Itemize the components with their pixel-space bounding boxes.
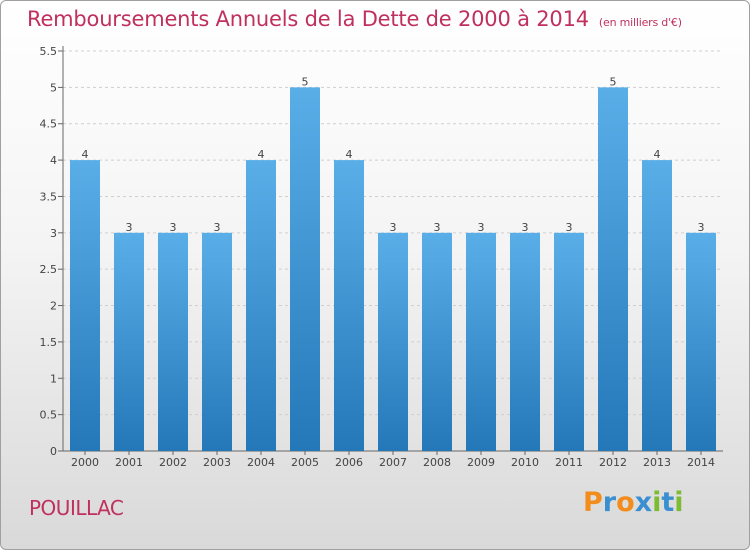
value-labels: 4 3 3 3 4 5 4 3 3 3 3 3 5 4 3 bbox=[82, 75, 705, 233]
bar-2014 bbox=[686, 232, 716, 451]
unit-note: (en milliers d'€) bbox=[598, 16, 682, 29]
value-label-2000: 4 bbox=[82, 148, 89, 161]
value-label-2009: 3 bbox=[478, 221, 485, 234]
bars bbox=[70, 87, 716, 451]
y-tick-label: 2.5 bbox=[40, 263, 58, 276]
value-label-2012: 5 bbox=[610, 75, 617, 88]
x-tick-label-2006: 2006 bbox=[335, 456, 363, 469]
value-label-2013: 4 bbox=[654, 148, 661, 161]
value-label-2005: 5 bbox=[302, 75, 309, 88]
bar-2004 bbox=[246, 160, 276, 451]
y-tick-label: 3 bbox=[50, 227, 57, 240]
bar-2011 bbox=[554, 232, 584, 451]
value-label-2014: 3 bbox=[698, 221, 705, 234]
logo-letter: i bbox=[674, 487, 684, 518]
x-tick-label-2005: 2005 bbox=[291, 456, 319, 469]
bar-2013 bbox=[642, 160, 672, 451]
x-tick-label-2001: 2001 bbox=[115, 456, 143, 469]
value-label-2002: 3 bbox=[170, 221, 177, 234]
logo-letter: P bbox=[583, 487, 603, 518]
value-label-2006: 4 bbox=[346, 148, 353, 161]
bar-2003 bbox=[202, 232, 232, 451]
x-tick-label-2014: 2014 bbox=[687, 456, 715, 469]
value-label-2008: 3 bbox=[434, 221, 441, 234]
logo-letter: t bbox=[661, 487, 675, 518]
bar-2007 bbox=[378, 232, 408, 451]
x-tick-label-2009: 2009 bbox=[467, 456, 495, 469]
y-tick-label: 0 bbox=[50, 445, 57, 458]
x-tick-label-2008: 2008 bbox=[423, 456, 451, 469]
value-label-2004: 4 bbox=[258, 148, 265, 161]
x-tick-label-2004: 2004 bbox=[247, 456, 275, 469]
x-tick-label-2002: 2002 bbox=[159, 456, 187, 469]
value-label-2003: 3 bbox=[214, 221, 221, 234]
x-tick-label-2007: 2007 bbox=[379, 456, 407, 469]
x-tick-labels: 2000 2001 2002 2003 2004 2005 2006 2007 2008 2009… bbox=[71, 456, 715, 469]
y-tick-label: 1.5 bbox=[40, 336, 58, 349]
y-tick-label: 4 bbox=[50, 154, 57, 167]
bar-2012 bbox=[598, 87, 628, 451]
chart-title: Remboursements Annuels de la Dette de 20… bbox=[27, 7, 682, 31]
logo-letter: x bbox=[634, 487, 653, 518]
bar-2009 bbox=[466, 232, 496, 451]
value-label-2011: 3 bbox=[566, 221, 573, 234]
y-tick-label: 5 bbox=[50, 81, 57, 94]
x-tick-label-2003: 2003 bbox=[203, 456, 231, 469]
logo-letter: r bbox=[602, 487, 617, 518]
y-tick-label: 2 bbox=[50, 300, 57, 313]
bar-2005 bbox=[290, 87, 320, 451]
logo-letter: o bbox=[616, 487, 635, 518]
value-label-2001: 3 bbox=[126, 221, 133, 234]
city-name: POUILLAC bbox=[29, 496, 124, 520]
proxiti-logo: Proxiti bbox=[583, 487, 684, 518]
logo-letter: i bbox=[652, 487, 662, 518]
value-label-2007: 3 bbox=[390, 221, 397, 234]
bar-2010 bbox=[510, 232, 540, 451]
bar-2001 bbox=[114, 232, 144, 451]
y-tick-labels: 0 0.5 1 1.5 2 2.5 3 3.5 4 4.5 5 5.5 bbox=[40, 45, 58, 458]
bar-2008 bbox=[422, 232, 452, 451]
bar-2006 bbox=[334, 160, 364, 451]
value-label-2010: 3 bbox=[522, 221, 529, 234]
chart-title-text: Remboursements Annuels de la Dette de 20… bbox=[27, 7, 589, 31]
x-tick-label-2012: 2012 bbox=[599, 456, 627, 469]
x-tick-label-2010: 2010 bbox=[511, 456, 539, 469]
y-tick-label: 4.5 bbox=[40, 118, 58, 131]
x-tick-label-2013: 2013 bbox=[643, 456, 671, 469]
x-tick-label-2011: 2011 bbox=[555, 456, 583, 469]
bar-2000 bbox=[70, 160, 100, 451]
y-tick-label: 5.5 bbox=[40, 45, 58, 58]
x-tick-label-2000: 2000 bbox=[71, 456, 99, 469]
bar-2002 bbox=[158, 232, 188, 451]
y-tick-label: 1 bbox=[50, 372, 57, 385]
y-tick-label: 3.5 bbox=[40, 190, 58, 203]
y-tick-label: 0.5 bbox=[40, 409, 58, 422]
